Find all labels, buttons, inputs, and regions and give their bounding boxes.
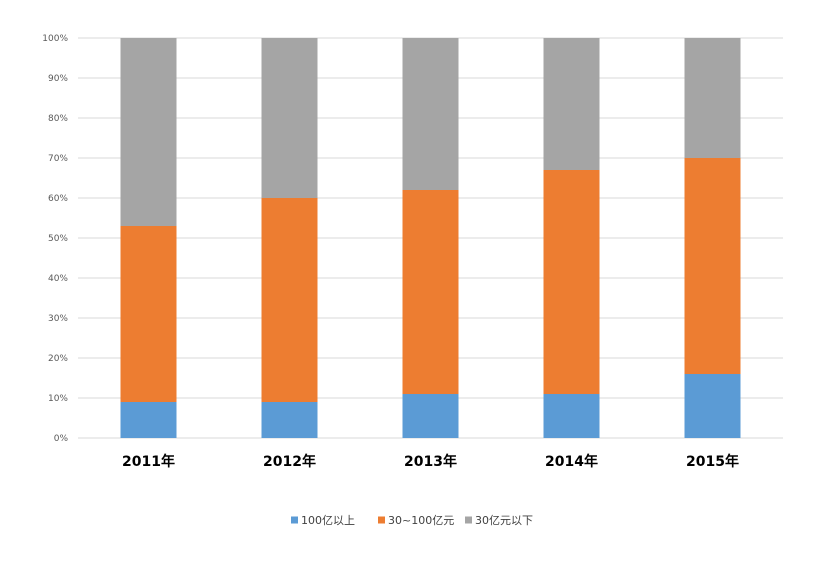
y-tick-label: 20%	[48, 354, 68, 364]
bar-segment-1	[684, 374, 741, 438]
legend-label: 30亿元以下	[475, 514, 533, 527]
bar-segment-2	[543, 170, 600, 394]
x-axis-ticks: 2011年 2012年 2013年 2014年 2015年	[122, 453, 739, 470]
y-tick-label: 10%	[48, 394, 68, 404]
bar-segment-1	[402, 394, 459, 438]
bar-segment-2	[402, 190, 459, 394]
legend-swatch	[465, 516, 472, 524]
x-tick-label: 2012年	[263, 453, 316, 470]
x-tick-label: 2011年	[122, 453, 175, 470]
bar-segment-3	[261, 38, 318, 198]
y-axis-ticks: 0% 10% 20% 30% 40% 50% 60% 70% 80% 90% 100%	[42, 34, 68, 444]
y-tick-label: 80%	[48, 114, 68, 124]
legend-swatch	[378, 516, 385, 524]
x-tick-label: 2014年	[545, 453, 598, 470]
bar-segment-2	[261, 198, 318, 402]
x-tick-label: 2015年	[686, 453, 739, 470]
bar-segment-3	[684, 38, 741, 158]
y-tick-label: 30%	[48, 314, 68, 324]
bar-segment-1	[261, 402, 318, 438]
legend-label: 30~100亿元	[388, 514, 454, 527]
y-tick-label: 40%	[48, 274, 68, 284]
bar-segment-3	[120, 38, 177, 226]
legend-label: 100亿以上	[301, 514, 355, 527]
bar-segment-2	[684, 158, 741, 374]
x-tick-label: 2013年	[404, 453, 457, 470]
bar-segment-3	[402, 38, 459, 190]
y-tick-label: 100%	[42, 34, 68, 44]
bar-segment-1	[120, 402, 177, 438]
bar-segment-1	[543, 394, 600, 438]
legend: 100亿以上 30~100亿元 30亿元以下	[291, 514, 533, 527]
y-tick-label: 70%	[48, 154, 68, 164]
y-tick-label: 60%	[48, 194, 68, 204]
bars	[120, 38, 741, 438]
y-tick-label: 90%	[48, 74, 68, 84]
legend-swatch	[291, 516, 298, 524]
y-tick-label: 50%	[48, 234, 68, 244]
bar-segment-2	[120, 226, 177, 402]
y-tick-label: 0%	[54, 434, 69, 444]
bar-segment-3	[543, 38, 600, 170]
